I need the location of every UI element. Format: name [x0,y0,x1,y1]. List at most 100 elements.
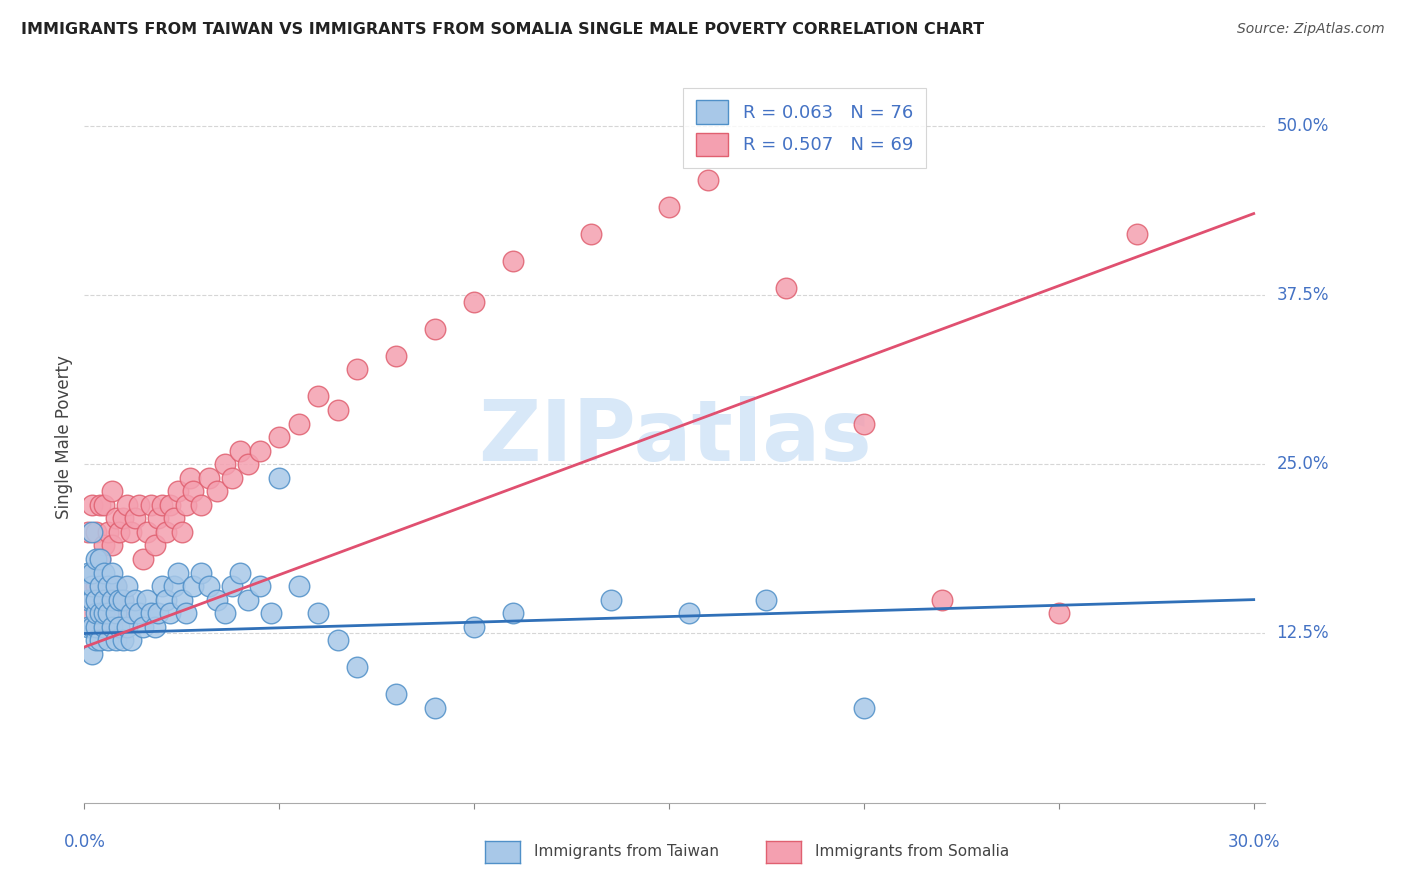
Point [150,579,173,593]
Point [132,620,155,634]
Point [89,552,111,566]
Point [287,579,309,593]
Point [89,633,111,648]
Point [89,606,111,620]
Point [97,606,120,620]
Point [385,349,408,363]
Point [148,606,170,620]
Point [287,417,309,431]
Point [269,471,291,485]
Point [128,606,150,620]
Text: 25.0%: 25.0% [1277,455,1329,473]
Point [579,227,602,241]
Point [97,633,120,648]
Point [174,606,197,620]
Point [100,566,122,580]
Point [678,606,700,620]
Text: 37.5%: 37.5% [1277,285,1329,304]
Point [221,579,243,593]
Point [852,701,875,715]
Point [128,498,150,512]
Point [1126,227,1149,241]
Point [326,403,349,417]
Point [221,471,243,485]
Text: 0.0%: 0.0% [63,833,105,851]
Point [775,281,797,295]
Point [93,592,115,607]
Point [108,592,131,607]
Point [89,579,111,593]
Point [104,633,127,648]
Point [150,498,173,512]
Point [84,592,107,607]
Point [502,606,524,620]
Point [120,606,142,620]
Text: 30.0%: 30.0% [1227,833,1279,851]
Point [170,592,193,607]
Point [183,484,205,499]
Point [167,566,190,580]
Point [84,606,107,620]
Point [112,592,135,607]
Legend: R = 0.063   N = 76, R = 0.507   N = 69: R = 0.063 N = 76, R = 0.507 N = 69 [683,87,925,169]
Point [77,524,100,539]
Point [143,538,166,552]
Text: 12.5%: 12.5% [1277,624,1329,642]
Text: ZIPatlas: ZIPatlas [478,395,872,479]
Point [93,498,115,512]
Point [84,579,107,593]
Point [931,592,953,607]
Point [104,606,127,620]
Point [84,620,107,634]
Point [163,511,186,525]
Point [108,606,131,620]
Point [77,579,100,593]
Point [84,620,107,634]
Point [755,592,778,607]
Point [93,592,115,607]
Point [236,592,259,607]
Point [159,606,181,620]
Point [97,606,120,620]
Point [260,606,283,620]
Point [100,620,122,634]
Point [93,620,115,634]
Point [658,200,681,214]
Point [502,254,524,268]
Point [97,524,120,539]
Point [346,362,368,376]
Point [1047,606,1070,620]
Point [132,552,155,566]
Point [139,606,162,620]
Point [77,566,100,580]
Point [104,579,127,593]
Point [93,566,115,580]
Point [82,592,104,607]
Point [100,592,122,607]
Point [249,443,271,458]
Point [77,606,100,620]
Point [307,389,329,403]
Point [385,688,408,702]
Point [229,443,252,458]
Point [82,566,104,580]
Point [148,511,170,525]
Point [108,524,131,539]
Point [89,498,111,512]
Point [249,579,271,593]
Point [205,484,228,499]
Point [124,511,146,525]
Point [463,294,485,309]
Point [112,633,135,648]
Point [425,322,447,336]
Point [198,579,221,593]
Point [84,633,107,648]
Point [100,538,122,552]
Point [167,484,190,499]
Point [115,579,138,593]
Point [82,566,104,580]
Point [115,620,138,634]
Point [112,592,135,607]
Point [112,511,135,525]
Point [170,524,193,539]
